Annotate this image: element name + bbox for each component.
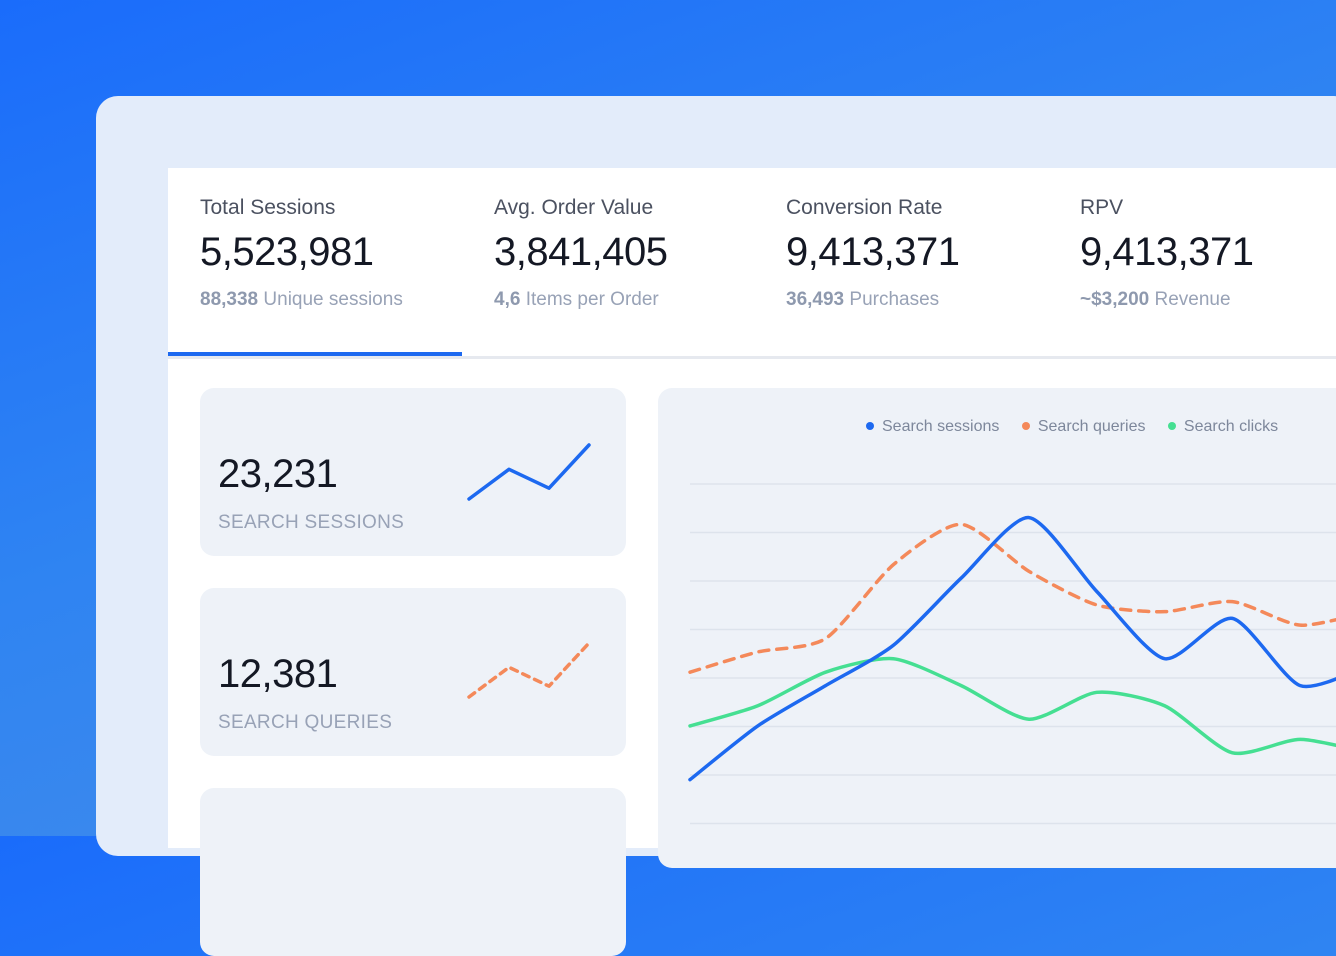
card-value: 12,381	[218, 652, 338, 696]
stat-sub-value: 4,6	[494, 289, 521, 310]
card-third[interactable]	[200, 788, 626, 956]
legend-item-sessions[interactable]: Search sessions	[866, 418, 999, 436]
stat-sub: 4,6 Items per Order	[494, 289, 667, 311]
legend-item-clicks[interactable]: Search clicks	[1167, 418, 1279, 436]
stat-value: 9,413,371	[1080, 230, 1254, 274]
active-tab-indicator	[168, 352, 462, 356]
sparkline-search-sessions	[467, 443, 591, 501]
card-value: 23,231	[218, 452, 338, 496]
legend-label: Search queries	[1037, 418, 1146, 435]
stat-sub-label: Revenue	[1154, 289, 1231, 310]
stat-label: Total Sessions	[200, 196, 336, 219]
stat-sub-value: 36,493	[786, 289, 845, 310]
legend-dot	[1021, 421, 1030, 430]
stat-label: RPV	[1080, 196, 1124, 219]
stat-label: Conversion Rate	[786, 196, 943, 219]
card-label: SEARCH SESSIONS	[218, 512, 405, 533]
legend-dot	[866, 421, 874, 430]
sparkline-search-queries	[467, 641, 591, 699]
sparkline-path	[467, 443, 591, 501]
stat-label: Avg. Order Value	[494, 196, 654, 219]
stat-value: 5,523,981	[200, 230, 374, 274]
stat-value: 9,413,371	[786, 230, 960, 274]
card-search-queries[interactable]: 12,381 SEARCH QUERIES	[200, 588, 626, 756]
stat-sub-value: ~$3,200	[1080, 289, 1150, 310]
stat-total-sessions[interactable]: Total Sessions 5,523,981 88,338 Unique s…	[200, 196, 403, 311]
legend-label: Search sessions	[882, 418, 1000, 435]
line-chart	[688, 483, 1336, 825]
card-search-sessions[interactable]: 23,231 SEARCH SESSIONS	[200, 388, 626, 556]
stat-sub-label: Items per Order	[525, 289, 659, 310]
stat-avg-order-value[interactable]: Avg. Order Value 3,841,405 4,6 Items per…	[494, 196, 668, 311]
card-label: SEARCH QUERIES	[218, 712, 393, 733]
stat-rpv[interactable]: RPV 9,413,371 ~$3,200 Revenue	[1080, 196, 1254, 311]
stat-value: 3,841,405	[494, 230, 668, 274]
legend-item-queries[interactable]: Search queries	[1021, 418, 1146, 436]
stat-sub: 36,493 Purchases	[786, 289, 959, 311]
stat-sub-label: Unique sessions	[263, 289, 403, 310]
stat-conversion-rate[interactable]: Conversion Rate 9,413,371 36,493 Purchas…	[786, 196, 960, 311]
analytics-panel: Total Sessions 5,523,981 88,338 Unique s…	[168, 168, 1336, 956]
stat-sub-value: 88,338	[200, 289, 259, 310]
legend-label: Search clicks	[1183, 418, 1279, 435]
chart-legend: Search sessions Search queries Search cl…	[866, 418, 1296, 436]
line-chart-card: Search sessions Search queries Search cl…	[658, 388, 1336, 868]
sparkline-path	[467, 641, 591, 699]
series-line-search-clicks[interactable]	[688, 656, 1336, 756]
stat-sub-label: Purchases	[849, 289, 940, 310]
series-line-search-queries[interactable]	[688, 522, 1336, 674]
series-line-search-sessions[interactable]	[688, 515, 1336, 782]
legend-dot	[1167, 421, 1176, 430]
stats-bar: Total Sessions 5,523,981 88,338 Unique s…	[168, 168, 1336, 359]
stat-sub: ~$3,200 Revenue	[1080, 289, 1253, 311]
stat-sub: 88,338 Unique sessions	[200, 289, 403, 311]
